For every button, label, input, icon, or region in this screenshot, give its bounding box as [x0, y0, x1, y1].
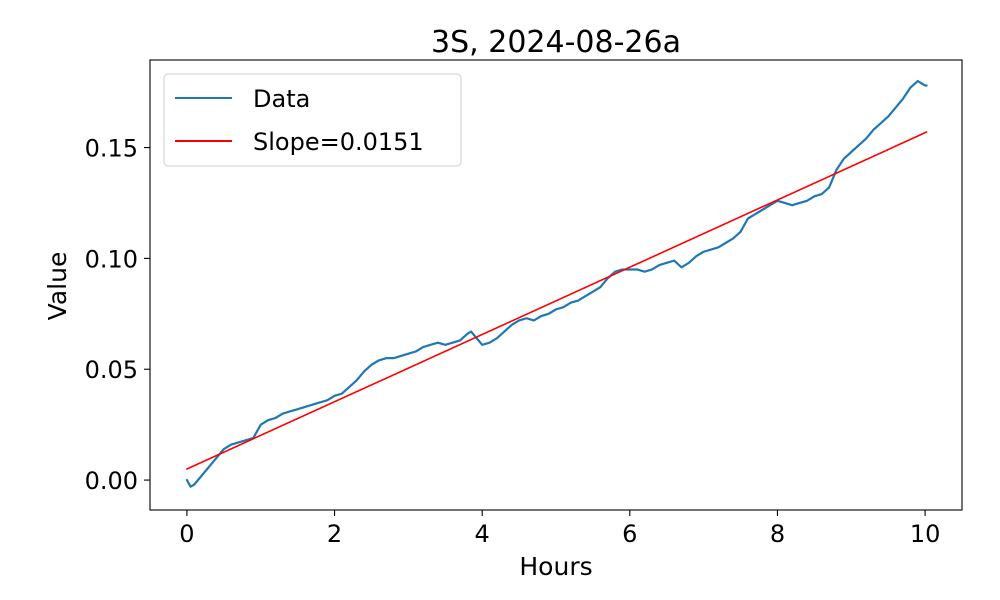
y-tick-label: 0.00 — [85, 467, 138, 495]
legend-label-1: Slope=0.0151 — [253, 128, 424, 156]
x-tick-label: 10 — [910, 520, 941, 548]
series-line-1 — [186, 131, 928, 470]
axis-ticks: 0 2 4 6 8 10 0.00 0.05 0.10 0.15 — [85, 135, 941, 548]
y-tick-label: 0.10 — [85, 245, 138, 273]
plot-frame — [149, 59, 963, 511]
y-tick-label: 0.15 — [85, 135, 138, 163]
plot-area — [185, 79, 928, 488]
x-tick-label: 6 — [622, 520, 637, 548]
x-axis-label: Hours — [519, 552, 592, 581]
y-axis-label: Value — [43, 252, 72, 321]
legend-label-0: Data — [253, 85, 310, 113]
x-tick-label: 8 — [770, 520, 785, 548]
legend-box — [163, 73, 462, 167]
chart-title: 3S, 2024-08-26a — [431, 25, 681, 60]
series-line-0 — [185, 79, 928, 488]
x-tick-label: 0 — [179, 520, 194, 548]
x-tick-label: 4 — [475, 520, 490, 548]
legend: Data Slope=0.0151 — [163, 73, 462, 167]
y-tick-label: 0.05 — [85, 356, 138, 384]
x-tick-label: 2 — [327, 520, 342, 548]
